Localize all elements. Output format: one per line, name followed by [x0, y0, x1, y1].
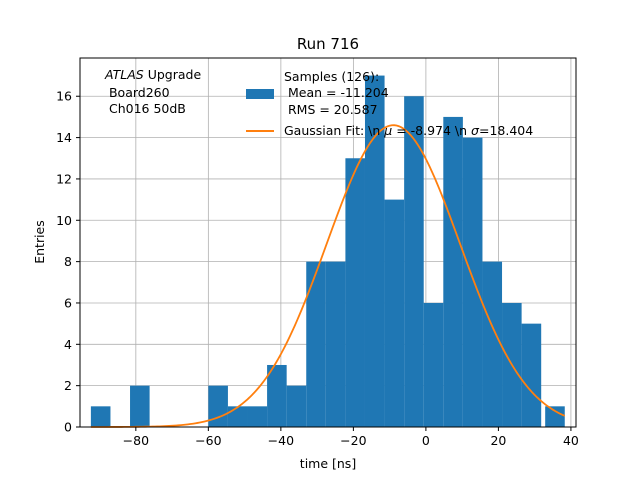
histogram-bar: [227, 406, 248, 427]
y-tick-label: 14: [56, 130, 72, 145]
atlas-annotation: ATLAS Upgrade Board260 Ch016 50dB: [104, 67, 201, 116]
histogram-bar: [521, 323, 542, 427]
y-tick-label: 10: [56, 213, 72, 228]
histogram-bar: [345, 158, 365, 427]
histogram-bar: [306, 261, 326, 427]
histogram-bar: [364, 75, 385, 428]
x-tick-label: −60: [195, 433, 221, 448]
x-tick-label: 20: [490, 433, 506, 448]
histogram-bar: [423, 302, 444, 427]
histogram-bar: [267, 364, 287, 427]
legend-gaussian-mid: = -8.974 \n: [392, 123, 471, 138]
annotation-line-2: Board260: [105, 85, 170, 100]
histogram-bar: [90, 406, 111, 427]
legend-samples-line-1: Samples (126):: [284, 69, 379, 84]
legend-samples-line-3: RMS = 20.587: [284, 102, 378, 117]
histogram-bar: [208, 385, 228, 427]
x-tick-label: −80: [123, 433, 149, 448]
legend-gaussian-suffix: =18.404: [479, 123, 533, 138]
annotation-line-3: Ch016 50dB: [105, 101, 186, 116]
x-axis-title: time [ns]: [300, 456, 356, 471]
chart-title: Run 716: [297, 35, 359, 53]
histogram-bar: [384, 199, 405, 427]
gaussian-fit-line: [90, 124, 566, 428]
annotation-experiment: ATLAS: [104, 67, 144, 82]
annotation-line-1: ATLAS Upgrade: [104, 67, 201, 82]
histogram-bar: [443, 116, 463, 428]
x-tick-label: 0: [422, 433, 430, 448]
x-axis-ticks: −80 −60 −40 −20 0 20 40: [123, 427, 579, 448]
histogram-bar: [404, 96, 424, 427]
histogram-bar: [482, 261, 503, 427]
x-tick-label: −20: [340, 433, 366, 448]
y-axis-ticks: 0 2 4 6 8 10 12 14 16: [56, 89, 80, 435]
y-axis-title: Entries: [32, 220, 47, 264]
legend-gaussian-label: Gaussian Fit: \n μ = -8.974 \n σ=18.404: [284, 123, 533, 138]
plot-frame: [79, 57, 577, 428]
x-tick-label: −40: [268, 433, 294, 448]
histogram-bar: [247, 406, 268, 427]
y-tick-label: 6: [64, 295, 72, 310]
legend-swatch-samples: [246, 89, 274, 99]
y-tick-label: 8: [64, 254, 72, 269]
histogram-bar: [545, 406, 565, 427]
y-tick-label: 12: [56, 171, 72, 186]
y-tick-label: 16: [56, 89, 72, 104]
y-tick-label: 2: [64, 378, 72, 393]
x-tick-label: 40: [563, 433, 579, 448]
histogram-bar: [462, 137, 483, 427]
legend: Samples (126): Mean = -11.204 RMS = 20.5…: [246, 69, 533, 138]
legend-gaussian-prefix: Gaussian Fit: \n: [284, 123, 384, 138]
annotation-experiment-suffix: Upgrade: [144, 67, 202, 82]
legend-gaussian-mu: μ: [383, 123, 392, 138]
histogram-bar: [130, 385, 150, 427]
legend-samples-line-2: Mean = -11.204: [284, 85, 389, 100]
histogram-bar: [325, 261, 346, 427]
y-tick-label: 4: [64, 337, 72, 352]
histogram-bar: [286, 385, 307, 427]
gaussian-fit: [90, 124, 566, 428]
legend-gaussian-sigma: σ: [471, 123, 480, 138]
y-tick-label: 0: [64, 420, 72, 435]
